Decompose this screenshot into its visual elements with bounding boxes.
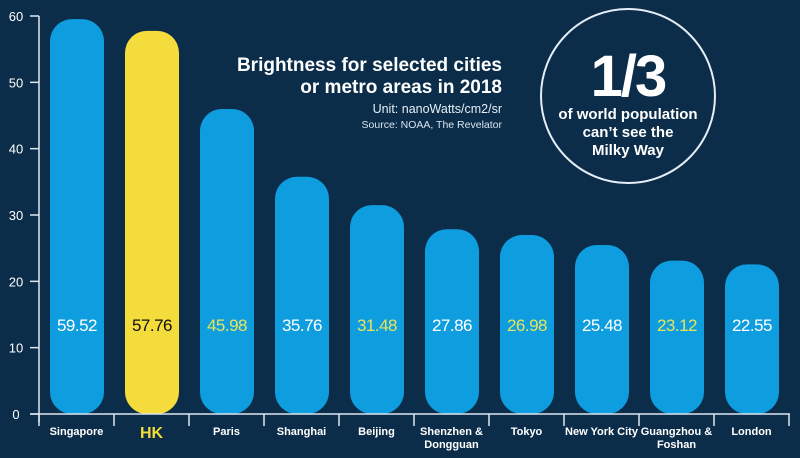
y-tick-label: 40 xyxy=(9,142,23,157)
x-category-label-line: Singapore xyxy=(50,426,104,438)
bar xyxy=(500,235,554,414)
bar xyxy=(275,176,329,414)
bar xyxy=(650,260,704,414)
x-category-label-line: Shanghai xyxy=(277,426,327,438)
bar xyxy=(125,30,179,414)
bar xyxy=(425,229,479,414)
bar xyxy=(575,244,629,414)
bar-value-label: 59.52 xyxy=(57,316,97,335)
y-tick-label: 60 xyxy=(9,9,23,24)
chart-unit: Unit: nanoWatts/cm2/sr xyxy=(372,102,502,116)
bar-value-label: 25.48 xyxy=(582,316,622,335)
x-category-label: New York City xyxy=(565,426,639,438)
y-tick-label: 50 xyxy=(9,75,23,90)
x-category-label-line: New York City xyxy=(565,426,639,438)
bar-value-label: 35.76 xyxy=(282,316,322,335)
x-category-label-line: Paris xyxy=(213,426,240,438)
bar-value-label: 45.98 xyxy=(207,316,247,335)
x-category-label-line: London xyxy=(731,426,772,438)
x-category-label: Singapore xyxy=(50,426,104,438)
bar xyxy=(350,205,404,414)
y-tick-label: 0 xyxy=(12,407,19,422)
chart-title-line-1: Brightness for selected cities xyxy=(236,55,502,76)
x-category-label: Guangzhou & Foshan xyxy=(641,426,713,451)
bar-value-label: 27.86 xyxy=(432,316,472,335)
bar xyxy=(200,108,254,415)
bar-value-label: 22.55 xyxy=(732,316,772,335)
callout-line-3: Milky Way xyxy=(592,142,664,159)
x-category-label: Beijing xyxy=(358,426,395,438)
x-category-label-line: Shenzhen & xyxy=(420,426,483,438)
y-tick-label: 10 xyxy=(9,341,23,356)
chart-source: Source: NOAA, The Revelator xyxy=(361,119,502,131)
x-category-label-line: Foshan xyxy=(657,439,696,451)
chart-title-line-2: or metro areas in 2018 xyxy=(300,77,502,98)
bar-value-label: 31.48 xyxy=(357,316,397,335)
bar xyxy=(725,264,779,414)
x-category-label: London xyxy=(731,426,772,438)
callout-line-2: can’t see the xyxy=(582,124,674,141)
chart-title-block: Brightness for selected cities or metro … xyxy=(237,55,502,131)
x-category-label-line: Guangzhou & xyxy=(641,426,713,438)
bar-value-label: 26.98 xyxy=(507,316,547,335)
x-category-label-line: HK xyxy=(140,425,164,442)
milky-way-callout: 1/3 of world population can’t see the Mi… xyxy=(540,8,716,184)
callout-fraction: 1/3 xyxy=(590,44,668,109)
x-category-label: Shenzhen & Dongguan xyxy=(420,426,483,451)
y-tick-label: 30 xyxy=(9,208,23,223)
bar-value-label: 57.76 xyxy=(132,316,172,335)
x-category-label: Paris xyxy=(213,426,240,438)
x-category-label: Shanghai xyxy=(277,426,327,438)
bar-value-label: 23.12 xyxy=(657,316,697,335)
x-category-label-line: Dongguan xyxy=(424,439,479,451)
x-category-label-line: Beijing xyxy=(358,426,395,438)
callout-line-1: of world population xyxy=(558,106,698,123)
x-category-label: HK xyxy=(140,425,164,442)
y-tick-label: 20 xyxy=(9,274,23,289)
x-category-label-line: Tokyo xyxy=(511,426,543,438)
bar xyxy=(50,19,104,415)
x-category-label: Tokyo xyxy=(511,426,543,438)
